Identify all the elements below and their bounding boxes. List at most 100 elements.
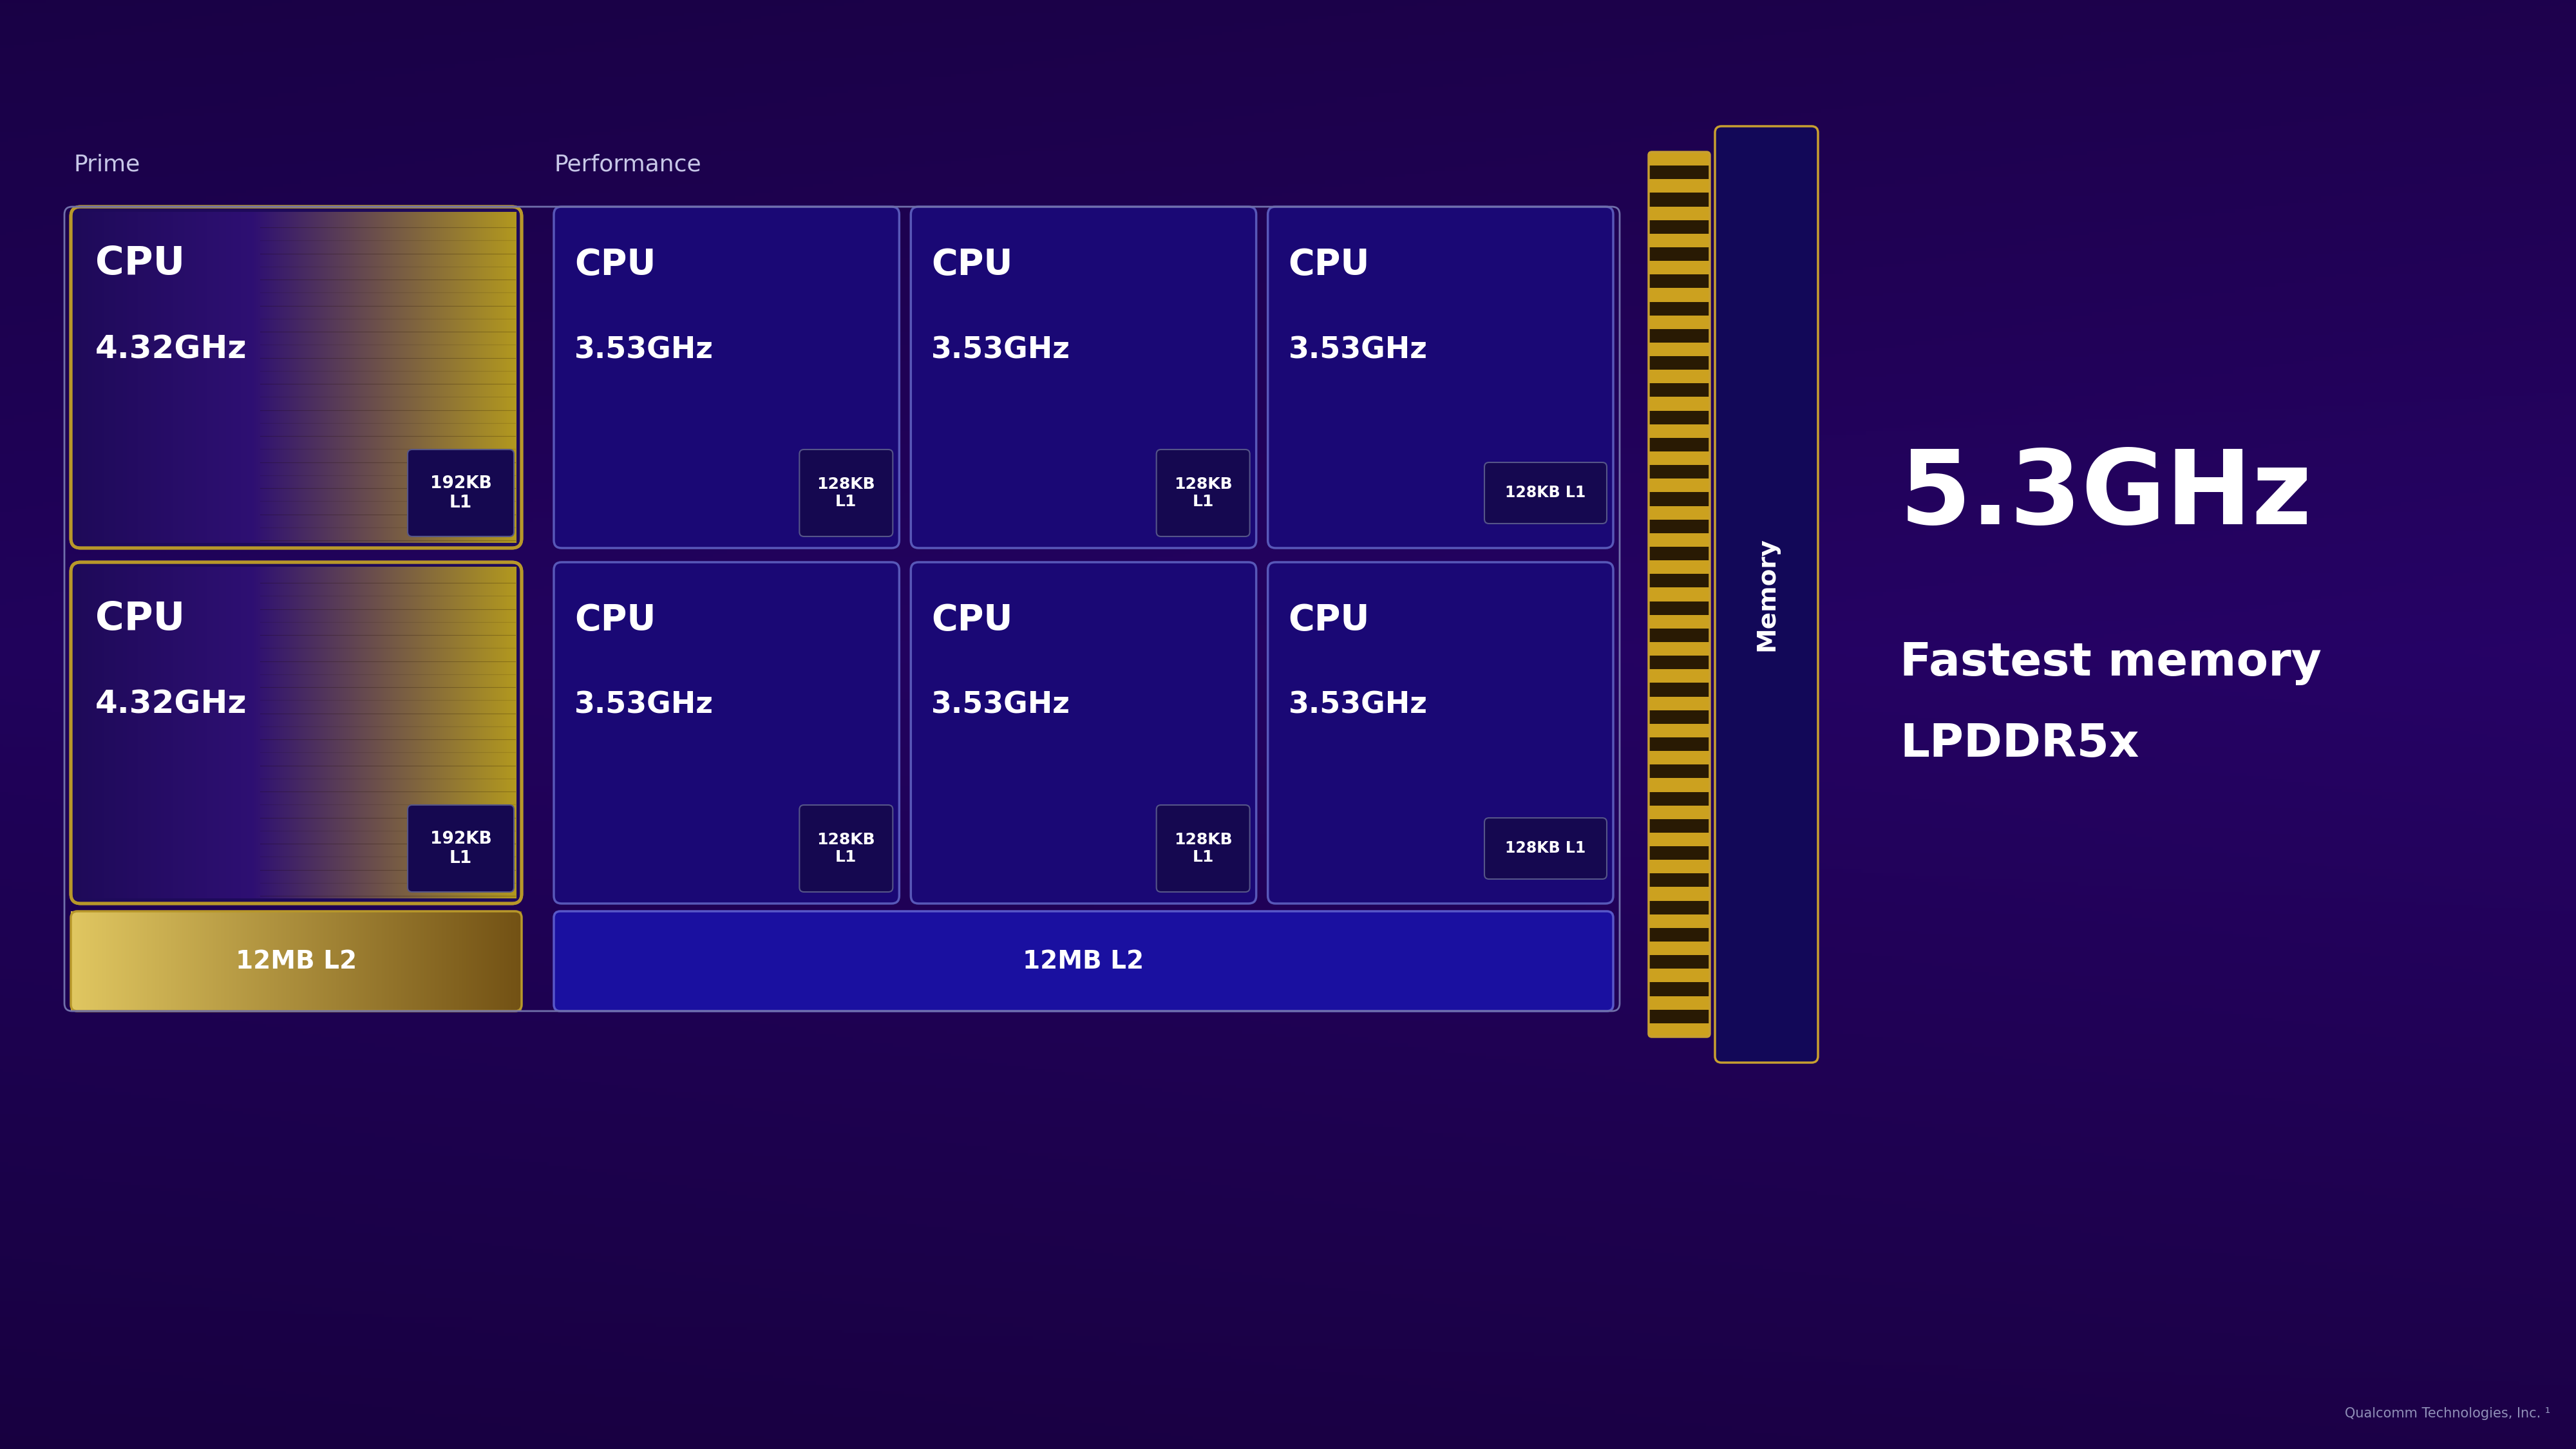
Bar: [1649, 506, 1710, 520]
Bar: [1649, 642, 1710, 655]
Text: Prime: Prime: [75, 154, 142, 175]
Bar: [1649, 397, 1710, 410]
FancyBboxPatch shape: [1157, 806, 1249, 893]
Bar: [1649, 561, 1710, 574]
Bar: [1649, 833, 1710, 846]
Bar: [1649, 329, 1710, 342]
Text: CPU: CPU: [933, 603, 1012, 638]
Bar: [1649, 274, 1710, 288]
Text: 3.53GHz: 3.53GHz: [574, 336, 714, 365]
FancyBboxPatch shape: [72, 562, 520, 904]
FancyBboxPatch shape: [554, 911, 1613, 1011]
Text: Qualcomm Technologies, Inc. ¹: Qualcomm Technologies, Inc. ¹: [2344, 1407, 2550, 1420]
Bar: [1649, 588, 1710, 601]
Bar: [1649, 778, 1710, 791]
Text: 4.32GHz: 4.32GHz: [95, 690, 247, 720]
FancyBboxPatch shape: [407, 806, 513, 893]
Bar: [1649, 629, 1710, 642]
Text: Performance: Performance: [554, 154, 701, 175]
FancyBboxPatch shape: [1157, 449, 1249, 536]
FancyBboxPatch shape: [1267, 562, 1613, 904]
Bar: [1649, 874, 1710, 887]
Text: CPU: CPU: [1288, 603, 1370, 638]
Bar: [1649, 982, 1710, 995]
Text: 128KB
L1: 128KB L1: [1175, 477, 1231, 510]
Bar: [1649, 356, 1710, 369]
Text: 5.3GHz: 5.3GHz: [1901, 446, 2313, 546]
Text: 128KB
L1: 128KB L1: [817, 832, 876, 865]
Text: 3.53GHz: 3.53GHz: [574, 691, 714, 720]
Bar: [1649, 655, 1710, 669]
Bar: [1649, 180, 1710, 193]
Bar: [1649, 193, 1710, 206]
Bar: [1649, 819, 1710, 833]
Bar: [1649, 384, 1710, 397]
FancyBboxPatch shape: [407, 449, 513, 536]
FancyBboxPatch shape: [1716, 126, 1819, 1062]
Text: 192KB
L1: 192KB L1: [430, 475, 492, 511]
Bar: [1649, 206, 1710, 220]
FancyBboxPatch shape: [1484, 817, 1607, 880]
Text: CPU: CPU: [574, 603, 657, 638]
Bar: [1649, 942, 1710, 955]
FancyBboxPatch shape: [799, 806, 894, 893]
FancyBboxPatch shape: [554, 207, 899, 548]
Text: CPU: CPU: [95, 600, 185, 638]
Bar: [1649, 846, 1710, 859]
Text: LPDDR5x: LPDDR5x: [1901, 722, 2138, 767]
FancyBboxPatch shape: [912, 207, 1257, 548]
Bar: [1649, 493, 1710, 506]
Bar: [1649, 152, 1710, 165]
FancyBboxPatch shape: [912, 562, 1257, 904]
Bar: [1649, 995, 1710, 1010]
Bar: [1649, 1023, 1710, 1037]
Bar: [1649, 765, 1710, 778]
Bar: [1649, 369, 1710, 384]
Bar: [1649, 710, 1710, 723]
Bar: [1649, 425, 1710, 438]
Bar: [1649, 546, 1710, 561]
Bar: [1649, 165, 1710, 180]
Text: 192KB
L1: 192KB L1: [430, 830, 492, 867]
Bar: [1649, 301, 1710, 316]
Bar: [1649, 955, 1710, 969]
FancyBboxPatch shape: [554, 562, 899, 904]
FancyBboxPatch shape: [72, 207, 520, 548]
Text: 4.32GHz: 4.32GHz: [95, 333, 247, 365]
Bar: [1649, 614, 1710, 629]
Text: CPU: CPU: [933, 248, 1012, 283]
Bar: [1649, 697, 1710, 710]
Text: Fastest memory: Fastest memory: [1901, 640, 2321, 685]
Text: 3.53GHz: 3.53GHz: [1288, 336, 1427, 365]
Text: CPU: CPU: [574, 248, 657, 283]
Bar: [1649, 220, 1710, 233]
Bar: [1649, 465, 1710, 478]
Text: 128KB
L1: 128KB L1: [1175, 832, 1231, 865]
Bar: [1649, 927, 1710, 942]
Bar: [1649, 316, 1710, 329]
Bar: [1649, 682, 1710, 697]
Bar: [1649, 233, 1710, 248]
Text: 12MB L2: 12MB L2: [1023, 949, 1144, 974]
Bar: [1649, 288, 1710, 301]
Bar: [1649, 533, 1710, 546]
Bar: [1649, 791, 1710, 806]
Bar: [1649, 914, 1710, 927]
Bar: [1649, 478, 1710, 493]
Text: CPU: CPU: [1288, 248, 1370, 283]
Text: 3.53GHz: 3.53GHz: [933, 691, 1072, 720]
FancyBboxPatch shape: [1484, 462, 1607, 523]
Text: 128KB L1: 128KB L1: [1504, 485, 1587, 501]
Text: 3.53GHz: 3.53GHz: [933, 336, 1072, 365]
Bar: [1649, 901, 1710, 914]
Bar: [1649, 248, 1710, 261]
Bar: [1649, 887, 1710, 901]
FancyBboxPatch shape: [1267, 207, 1613, 548]
Text: 3.53GHz: 3.53GHz: [1288, 691, 1427, 720]
Text: CPU: CPU: [95, 245, 185, 283]
Bar: [1649, 1010, 1710, 1023]
Bar: [1649, 969, 1710, 982]
Bar: [1649, 669, 1710, 682]
Bar: [1649, 806, 1710, 819]
Text: 128KB
L1: 128KB L1: [817, 477, 876, 510]
